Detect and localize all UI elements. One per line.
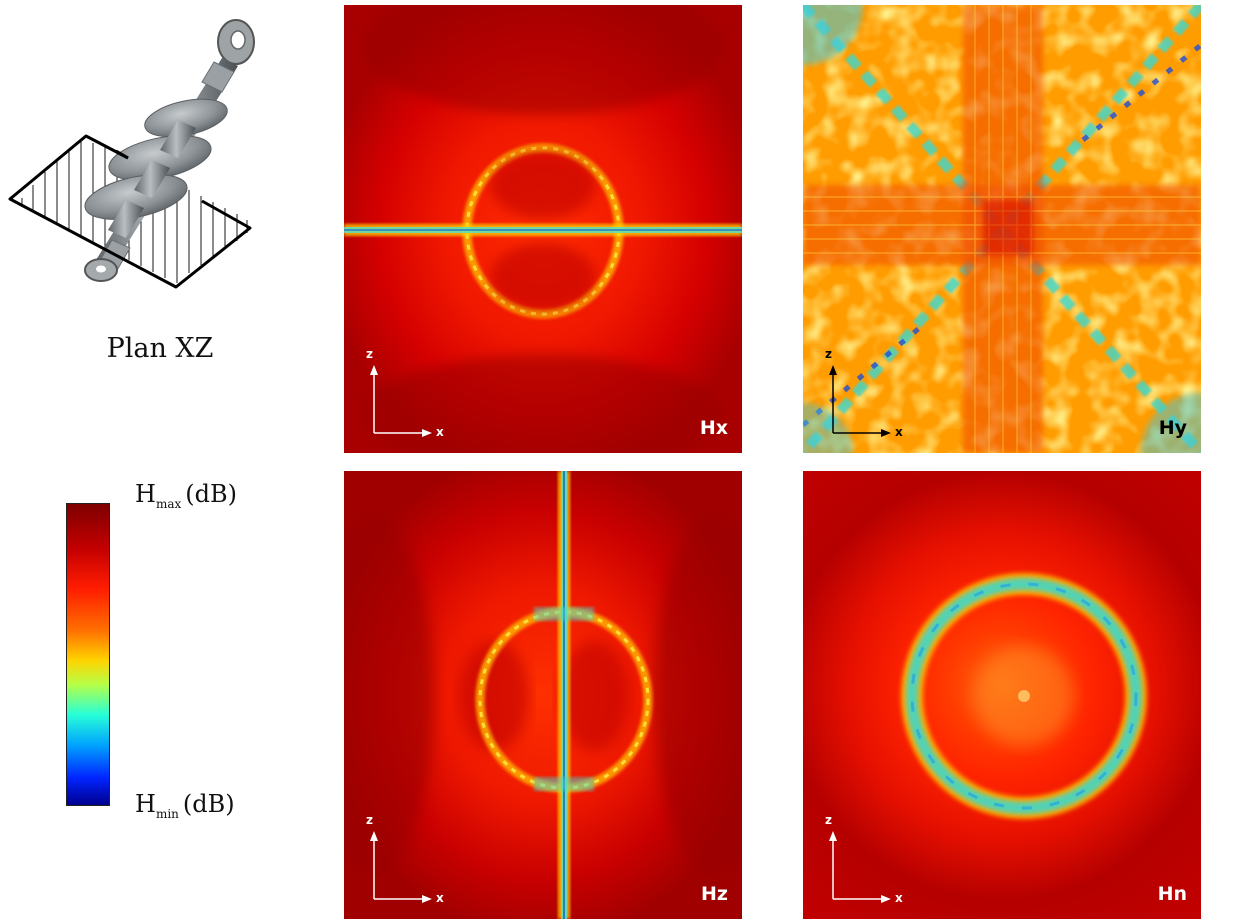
colorbar-min-label: Hmin (dB) (135, 790, 235, 821)
insulator-plane-illustration (8, 19, 255, 289)
z-axis-label: z (825, 813, 832, 827)
panel-title-hz: Hz (701, 883, 728, 905)
x-axis-label: x (895, 425, 903, 439)
z-axis-label: z (366, 813, 373, 827)
colorbar (66, 503, 110, 806)
plane-label: Plan XZ (106, 333, 214, 364)
hx-field-map: z x Hx (344, 5, 742, 453)
insulator-icon (84, 19, 255, 282)
panel-title-hy: Hy (1158, 417, 1187, 439)
hn-field-map: z x Hn (803, 471, 1201, 919)
colorbar-max-label: Hmax (dB) (135, 480, 237, 511)
z-axis-label: z (825, 347, 832, 361)
z-axis-label: z (366, 347, 373, 361)
axes-indicator (370, 365, 432, 437)
axes-indicator (829, 831, 891, 903)
hy-field-map: z x Hy (803, 5, 1201, 453)
panel-title-hn: Hn (1157, 883, 1187, 905)
x-axis-label: x (895, 891, 903, 905)
hz-field-map: z x Hz (344, 471, 742, 919)
x-axis-label: x (436, 891, 444, 905)
x-axis-label: x (436, 425, 444, 439)
axes-indicator (829, 365, 891, 437)
axes-indicator (370, 831, 432, 903)
panel-title-hx: Hx (699, 417, 728, 439)
